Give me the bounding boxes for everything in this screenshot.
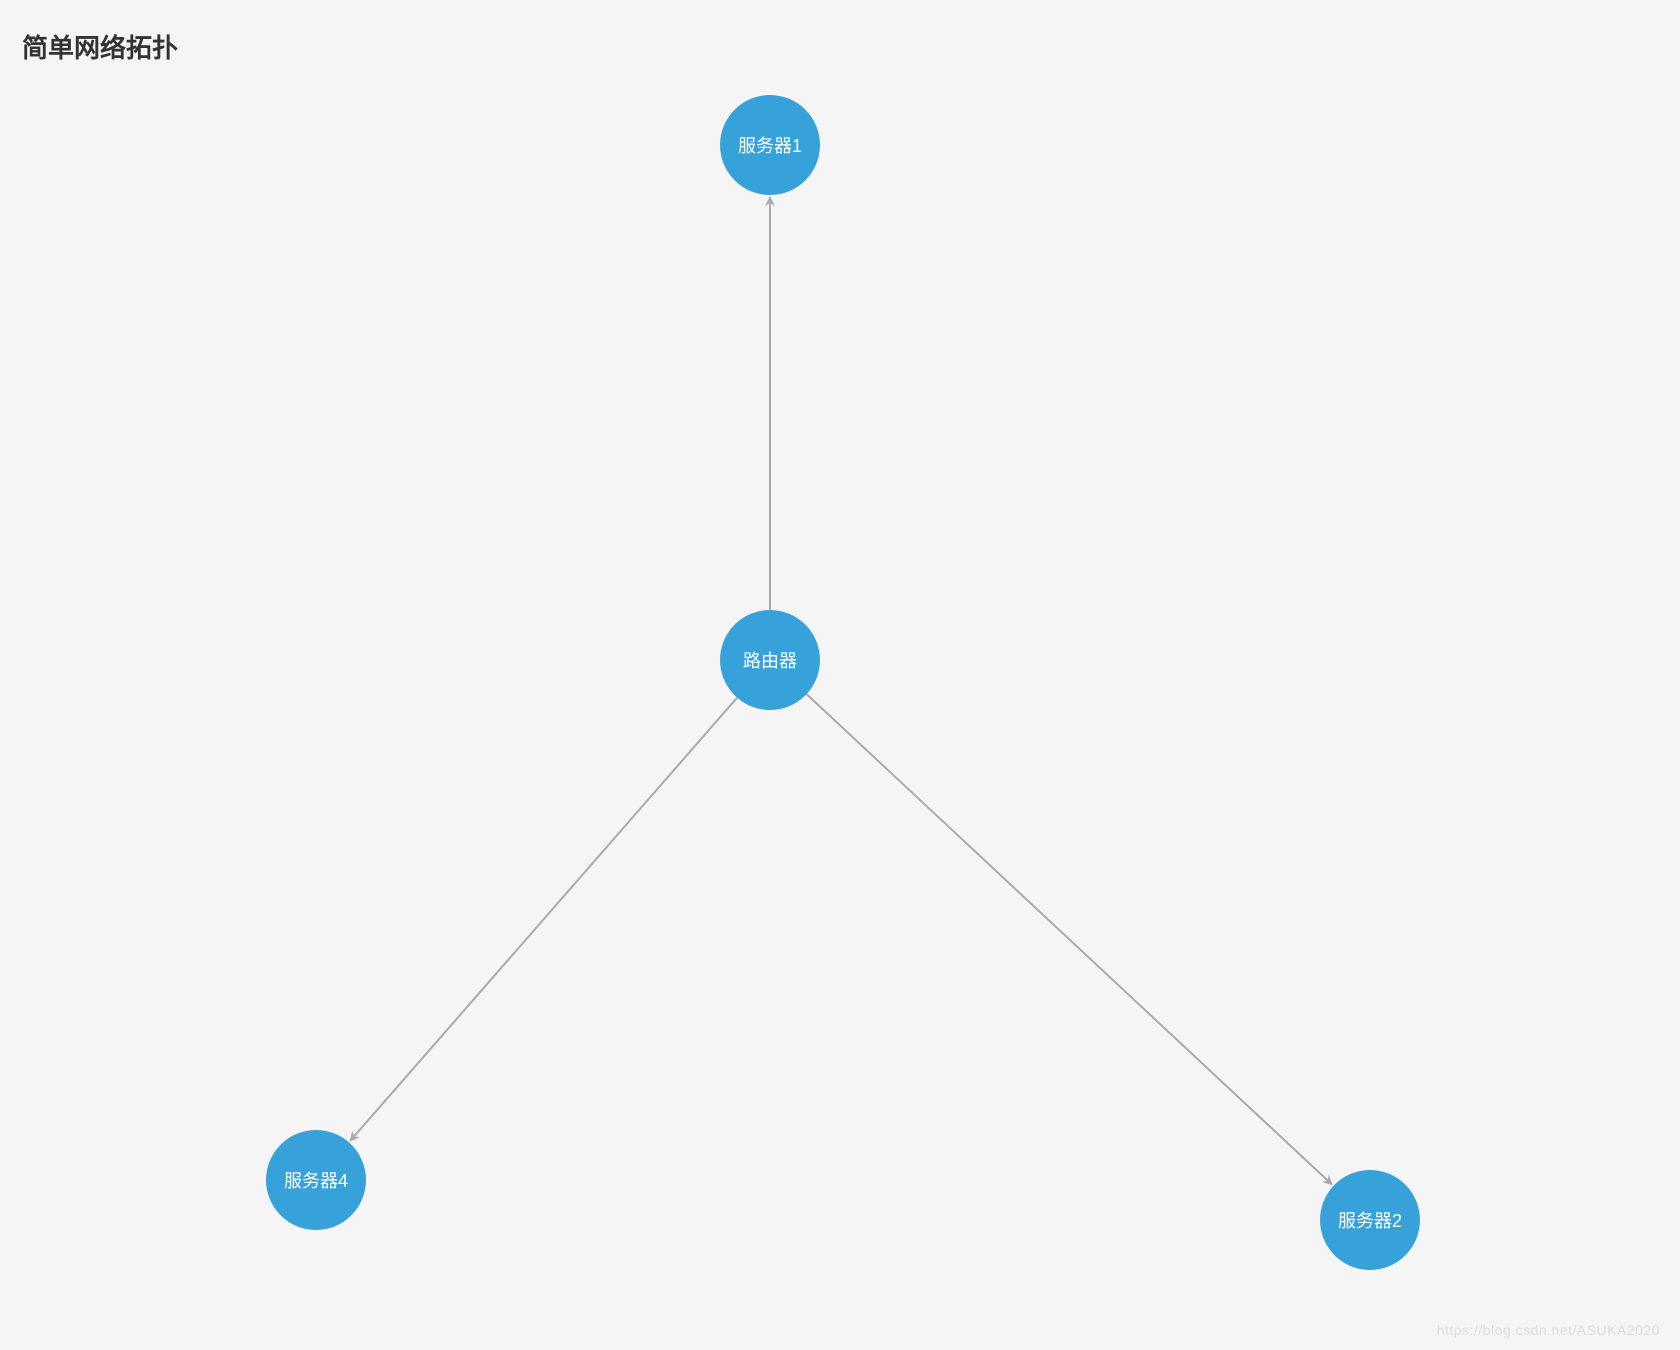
node-label-server4: 服务器4 — [284, 1167, 348, 1193]
node-server2[interactable]: 服务器2 — [1320, 1170, 1420, 1270]
node-label-server1: 服务器1 — [738, 132, 802, 158]
network-canvas — [0, 0, 1680, 1350]
node-label-router: 路由器 — [743, 647, 797, 673]
node-server4[interactable]: 服务器4 — [266, 1130, 366, 1230]
watermark-text: https://blog.csdn.net/ASUKA2020 — [1437, 1322, 1660, 1338]
edge-router-server2 — [807, 694, 1332, 1184]
edges-group — [350, 197, 1332, 1185]
node-router[interactable]: 路由器 — [720, 610, 820, 710]
edge-router-server4 — [350, 698, 737, 1141]
node-label-server2: 服务器2 — [1338, 1207, 1402, 1233]
node-server1[interactable]: 服务器1 — [720, 95, 820, 195]
